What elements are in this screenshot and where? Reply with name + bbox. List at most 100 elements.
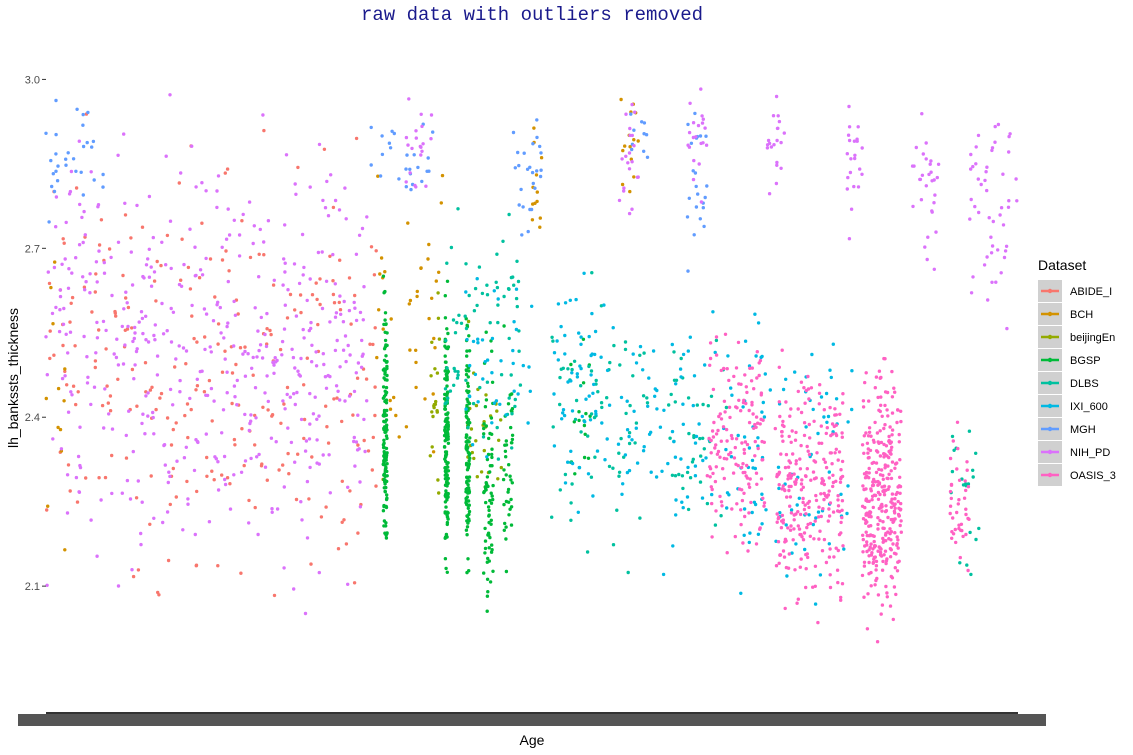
data-point-oasis_3	[823, 460, 827, 464]
data-point-bch	[383, 270, 387, 274]
data-point-ixi_600	[760, 492, 764, 496]
data-point-dlbs	[455, 320, 459, 325]
data-point-nih_pd	[356, 413, 360, 417]
data-point-nih_pd	[130, 283, 135, 287]
data-point-nih_pd	[107, 412, 111, 416]
data-point-oasis_3	[798, 565, 802, 569]
data-point-nih_pd	[772, 143, 776, 147]
data-point-oasis_3	[861, 405, 866, 409]
data-point-dlbs	[615, 508, 619, 512]
data-point-mgh	[416, 165, 420, 170]
data-point-nih_pd	[255, 355, 259, 359]
data-point-ixi_600	[701, 458, 705, 463]
data-point-oasis_3	[878, 473, 883, 477]
data-point-nih_pd	[336, 389, 340, 393]
data-point-nih_pd	[292, 392, 296, 396]
data-point-ixi_600	[654, 475, 659, 479]
data-point-nih_pd	[274, 440, 278, 444]
data-point-nih_pd	[979, 182, 983, 187]
data-point-oasis_3	[718, 412, 722, 416]
data-point-oasis_3	[708, 356, 713, 361]
data-point-nih_pd	[343, 399, 347, 403]
data-point-nih_pd	[220, 245, 224, 249]
data-point-ixi_600	[498, 402, 502, 406]
data-point-nih_pd	[141, 331, 145, 336]
data-point-nih_pd	[136, 479, 140, 483]
data-point-nih_pd	[124, 290, 128, 294]
data-point-oasis_3	[868, 545, 872, 549]
data-point-bgsp	[485, 457, 490, 462]
data-point-oasis_3	[781, 521, 785, 525]
data-point-dlbs	[464, 378, 468, 382]
data-point-oasis_3	[897, 432, 901, 437]
data-point-ixi_600	[685, 495, 690, 499]
data-point-oasis_3	[789, 440, 793, 444]
data-point-nih_pd	[139, 310, 144, 314]
data-point-mgh	[526, 229, 530, 234]
data-point-dlbs	[967, 429, 972, 433]
data-point-oasis_3	[804, 512, 808, 516]
data-point-abide_i	[70, 295, 75, 300]
data-point-ixi_600	[674, 513, 678, 517]
data-point-oasis_3	[876, 593, 881, 597]
data-point-nih_pd	[420, 149, 424, 153]
data-point-abide_i	[184, 362, 188, 366]
data-point-oasis_3	[830, 462, 834, 466]
data-point-oasis_3	[836, 498, 840, 502]
data-point-oasis_3	[882, 455, 886, 459]
data-point-nih_pd	[64, 332, 68, 336]
data-point-dlbs	[566, 367, 570, 371]
data-point-oasis_3	[795, 601, 799, 605]
data-point-bgsp	[504, 473, 508, 477]
data-point-nih_pd	[204, 189, 208, 193]
data-point-ixi_600	[680, 500, 684, 504]
data-point-oasis_3	[744, 385, 748, 389]
data-point-oasis_3	[762, 501, 767, 505]
data-point-oasis_3	[782, 487, 786, 491]
data-point-mgh	[420, 179, 424, 184]
data-point-oasis_3	[862, 451, 866, 455]
data-point-oasis_3	[878, 454, 883, 458]
data-point-bgsp	[582, 423, 587, 428]
data-point-dlbs	[961, 483, 966, 487]
data-point-nih_pd	[936, 162, 941, 166]
data-point-oasis_3	[827, 514, 832, 518]
data-point-bgsp	[443, 483, 448, 487]
data-point-nih_pd	[152, 516, 156, 520]
data-point-oasis_3	[893, 506, 897, 510]
data-point-nih_pd	[627, 211, 632, 216]
data-point-nih_pd	[633, 110, 637, 114]
data-point-dlbs	[713, 523, 718, 527]
data-point-oasis_3	[802, 386, 806, 390]
data-point-bgsp	[443, 360, 448, 364]
data-point-oasis_3	[820, 441, 824, 445]
data-point-abide_i	[207, 378, 212, 383]
data-point-nih_pd	[261, 113, 265, 117]
data-point-nih_pd	[251, 241, 255, 246]
data-point-ixi_600	[641, 449, 646, 453]
data-point-dlbs	[496, 320, 500, 325]
data-point-nih_pd	[314, 350, 318, 354]
data-point-oasis_3	[893, 390, 897, 394]
data-point-abide_i	[123, 213, 128, 217]
data-point-oasis_3	[806, 555, 810, 560]
data-point-oasis_3	[725, 457, 729, 461]
data-point-oasis_3	[745, 463, 749, 468]
data-point-bgsp	[483, 405, 488, 409]
data-point-nih_pd	[299, 417, 304, 422]
data-point-abide_i	[223, 349, 227, 353]
data-point-abide_i	[296, 165, 300, 170]
data-point-oasis_3	[893, 462, 898, 466]
data-point-nih_pd	[700, 114, 704, 118]
data-point-oasis_3	[804, 474, 808, 479]
data-point-nih_pd	[775, 163, 779, 167]
data-point-abide_i	[171, 466, 175, 471]
data-point-oasis_3	[748, 477, 752, 481]
data-point-mgh	[528, 207, 532, 212]
data-point-bch	[415, 294, 419, 299]
data-point-nih_pd	[272, 363, 276, 367]
data-point-oasis_3	[787, 434, 791, 439]
data-point-oasis_3	[710, 429, 715, 433]
data-point-ixi_600	[730, 393, 734, 397]
data-point-nih_pd	[193, 532, 197, 537]
